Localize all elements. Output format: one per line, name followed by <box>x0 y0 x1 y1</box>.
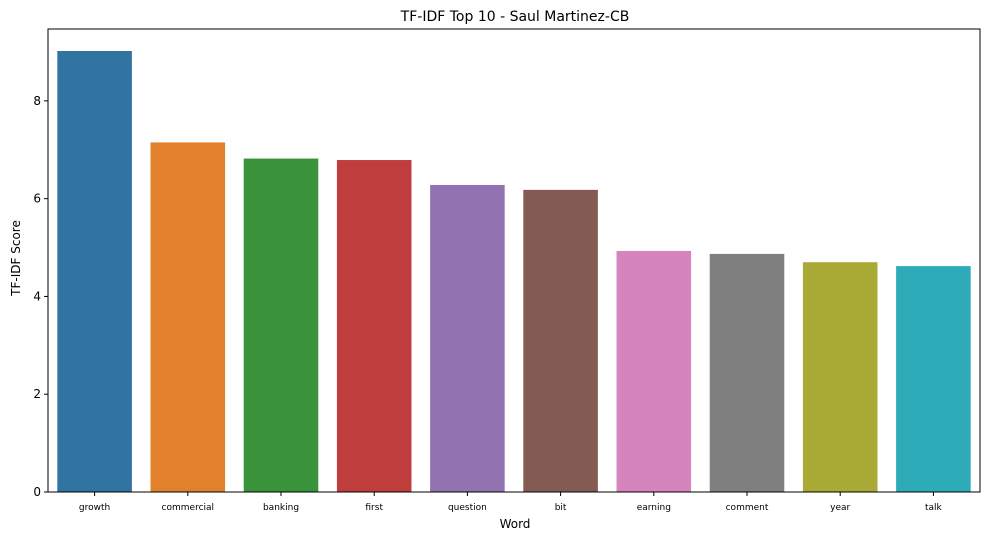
x-tick-label: bit <box>555 503 567 513</box>
x-tick-label: growth <box>79 503 110 513</box>
y-tick-label: 4 <box>33 289 41 303</box>
x-axis: growth commercial banking first question bit e… <box>79 492 943 513</box>
bar-question <box>430 184 505 492</box>
bar-banking <box>243 158 319 492</box>
bar-bit <box>523 189 598 492</box>
y-axis-label: TF-IDF Score <box>9 220 23 297</box>
y-tick-label: 6 <box>33 192 41 206</box>
chart-title: TF-IDF Top 10 - Saul Martinez-CB <box>400 9 630 25</box>
x-tick-label: commercial <box>162 503 215 513</box>
bar-first <box>336 160 412 492</box>
x-tick-label: first <box>365 503 383 513</box>
x-tick-label: earning <box>637 503 671 513</box>
x-tick-label: comment <box>726 503 769 513</box>
bar-commercial <box>150 142 226 492</box>
bar-earning <box>616 250 692 492</box>
bar-growth <box>57 51 132 492</box>
plot-frame <box>47 28 981 493</box>
bar-talk <box>896 266 971 492</box>
y-tick-label: 0 <box>33 485 41 499</box>
x-tick-label: banking <box>263 503 299 513</box>
x-tick-label: question <box>448 503 487 513</box>
x-tick-label: talk <box>925 503 943 513</box>
y-tick-label: 8 <box>33 94 41 108</box>
bar-year <box>802 262 878 492</box>
y-axis: 0 2 4 6 8 <box>33 94 48 499</box>
bars-group <box>57 51 971 492</box>
x-axis-label: Word <box>500 517 531 531</box>
x-tick-label: year <box>830 503 850 513</box>
bar-comment <box>709 253 785 492</box>
y-tick-label: 2 <box>33 387 41 401</box>
